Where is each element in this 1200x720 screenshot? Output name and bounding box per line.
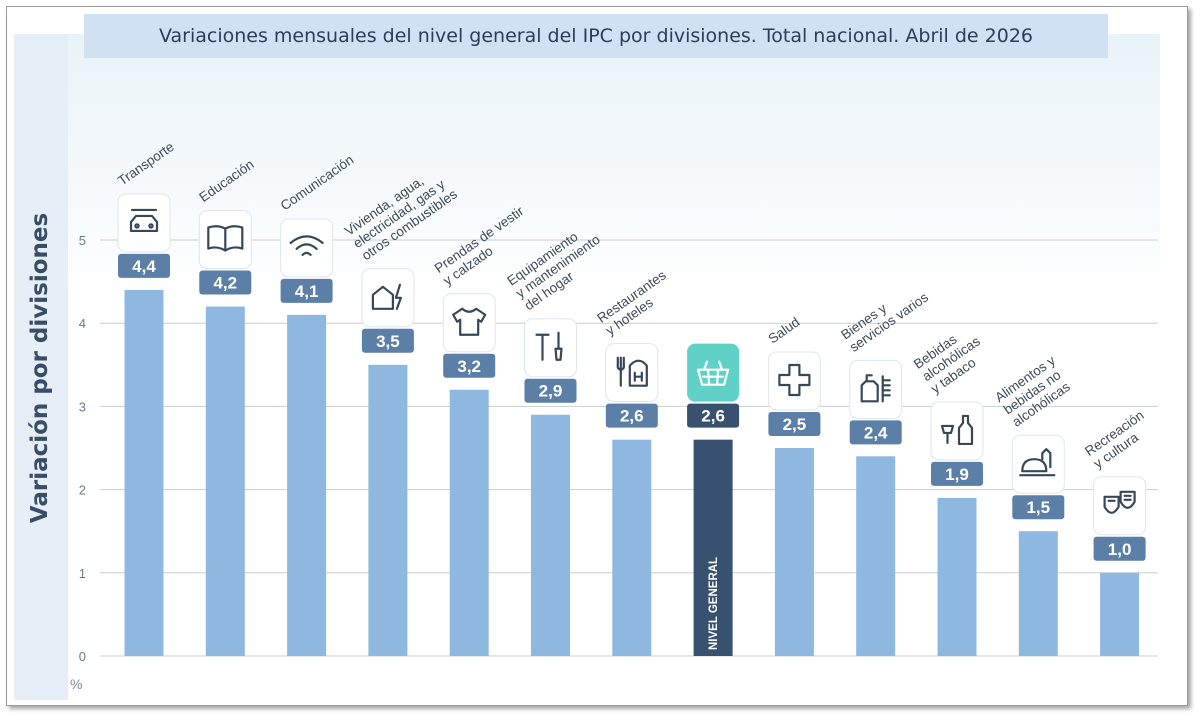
value-label: 4,4	[132, 257, 156, 276]
value-label-box	[931, 461, 983, 486]
bar	[205, 306, 245, 656]
icon-box	[1011, 434, 1065, 494]
y-tick-label: 1	[79, 566, 86, 581]
bar	[693, 439, 733, 656]
house-water-bolt-icon	[361, 268, 415, 328]
category-label: Educación	[196, 157, 256, 205]
bar	[287, 314, 327, 656]
value-label: 2,6	[701, 407, 725, 426]
y-tick-label: 4	[79, 316, 86, 331]
tools-icon	[524, 318, 577, 378]
icon-box	[849, 359, 903, 419]
category-label: Alimentos ybebidas noalcohólicas	[992, 353, 1075, 430]
value-label: 2,5	[783, 415, 807, 434]
car-wrench-icon	[117, 193, 171, 253]
bar	[368, 364, 408, 656]
bar	[124, 289, 164, 656]
category-label-line: Salud	[766, 314, 803, 346]
y-tick-label: 3	[79, 399, 86, 414]
category-label-line: Transporte	[115, 139, 177, 188]
bread-bottle-icon	[1011, 434, 1065, 494]
value-label-box	[524, 378, 577, 403]
category-label-line: Educación	[196, 157, 256, 205]
wifi-icon	[280, 218, 334, 278]
category-label-line: Comunicación	[278, 152, 357, 213]
value-label: 2,6	[620, 407, 644, 426]
category-label: Equipamientoy mantenimientodel hogar	[504, 219, 611, 313]
y-tick-label: 5	[79, 233, 86, 248]
icon-box	[280, 218, 334, 278]
y-axis-unit: %	[70, 676, 83, 692]
category-label: Comunicación	[278, 152, 357, 213]
shirt-icon	[442, 293, 496, 353]
highlight-bar-label: NIVEL GENERAL	[708, 557, 720, 650]
icon-box	[442, 293, 496, 353]
value-label: 4,1	[295, 282, 319, 301]
book-icon	[198, 210, 252, 270]
fork-hotel-icon	[605, 343, 659, 403]
icon-box	[605, 343, 659, 403]
icon-box	[117, 193, 171, 253]
bottle-comb-icon	[849, 359, 903, 419]
bar	[531, 414, 570, 656]
value-label-box	[605, 403, 658, 428]
y-label-band	[14, 34, 68, 700]
bar	[449, 389, 489, 656]
basket-icon	[687, 343, 740, 402]
icon-box	[687, 343, 740, 402]
value-label: 1,0	[1108, 540, 1132, 559]
value-label-box	[280, 278, 333, 303]
plus-icon	[767, 351, 821, 411]
value-label: 3,2	[457, 357, 481, 376]
value-label-box	[361, 328, 414, 353]
value-label-box	[199, 270, 252, 295]
icon-box	[930, 401, 984, 461]
value-label-box	[443, 353, 496, 378]
bar	[612, 439, 652, 656]
icon-box	[767, 351, 821, 411]
value-label: 2,4	[864, 423, 888, 442]
value-label: 1,9	[945, 465, 969, 484]
glass-bottle-icon	[930, 401, 984, 461]
theater-masks-icon	[1093, 476, 1147, 536]
value-label-box	[118, 253, 170, 278]
category-label: Transporte	[115, 139, 177, 188]
category-label: Recreacióny cultura	[1082, 408, 1155, 472]
bar	[856, 456, 896, 656]
bar	[937, 497, 977, 656]
value-label-box	[849, 420, 902, 445]
bar	[1100, 572, 1140, 656]
value-label: 2,9	[539, 382, 563, 401]
icon-box	[361, 268, 415, 328]
bar	[1018, 531, 1058, 656]
category-label: Bebidasalcohólicasy tabaco	[911, 321, 992, 396]
value-label-box	[1012, 495, 1065, 520]
value-label-box	[768, 412, 821, 436]
category-label: Restaurantesy hoteles	[594, 267, 677, 338]
value-label: 3,5	[376, 332, 400, 351]
chart-title: Variaciones mensuales del nivel general …	[84, 14, 1108, 58]
value-label: 1,5	[1026, 498, 1050, 517]
y-tick-label: 0	[79, 649, 86, 664]
value-label-box	[687, 403, 740, 428]
value-label-box	[1093, 536, 1146, 561]
value-label: 4,2	[213, 274, 237, 293]
category-label: Salud	[766, 314, 803, 346]
bar	[774, 448, 814, 656]
y-tick-label: 2	[79, 483, 86, 498]
category-label: Vivienda, agua,electricidad, gas yotros …	[342, 162, 460, 264]
icon-box	[524, 318, 577, 378]
category-label: Bienes yservicios varios	[838, 277, 931, 355]
